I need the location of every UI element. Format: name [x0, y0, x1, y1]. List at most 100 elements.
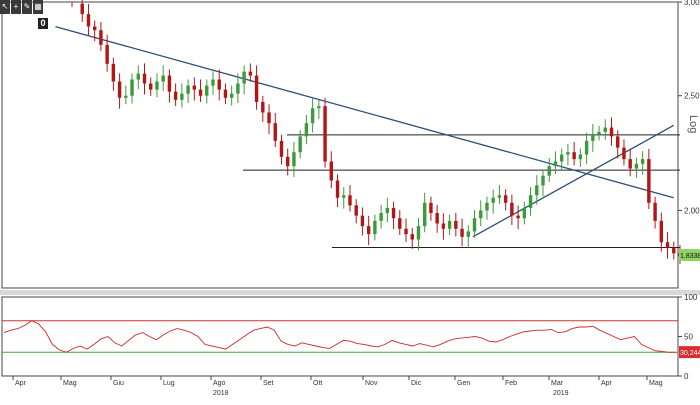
last-price-label: 1,8338	[680, 253, 700, 260]
candle-body	[111, 63, 116, 82]
toolbar: ↖ + ✎ ▦	[0, 0, 43, 16]
candle-body	[578, 154, 583, 160]
candle-body	[254, 75, 259, 102]
candle-body	[653, 202, 657, 221]
x-month-label: Mar	[551, 380, 564, 387]
trendline-downtrend	[55, 25, 674, 199]
cursor-icon[interactable]: ↖	[0, 0, 10, 14]
candle-body	[460, 228, 464, 237]
candle-body	[292, 152, 296, 167]
crosshair-icon[interactable]: +	[11, 0, 21, 14]
grid-icon[interactable]: ▦	[33, 0, 43, 14]
candle-body	[298, 136, 302, 153]
x-month-label: Mag	[63, 380, 77, 387]
osc-tick-label: 0	[684, 372, 689, 381]
trendline-uptrend	[472, 124, 674, 238]
osc-tick-label: 50	[684, 333, 693, 342]
candle-body	[180, 93, 184, 100]
candle-body	[591, 134, 595, 141]
candle-body	[366, 226, 371, 235]
candle-body	[410, 234, 414, 240]
x-month-label: Apr	[15, 380, 27, 387]
x-month-label: Set	[263, 380, 274, 387]
candle-body	[373, 220, 377, 235]
x-month-label: Gen	[457, 380, 470, 387]
candle-body	[584, 140, 589, 155]
x-month-label: Ott	[313, 380, 322, 387]
candle-body	[404, 228, 408, 235]
x-month-label: Mag	[649, 380, 663, 387]
candle-body	[454, 220, 458, 229]
candle-body	[553, 161, 558, 167]
candle-body	[522, 207, 527, 219]
oscillator-line	[3, 320, 676, 353]
candle-body	[211, 79, 215, 86]
candle-body	[628, 159, 632, 169]
x-month-label: Giu	[113, 380, 124, 387]
last-price-tag	[679, 249, 700, 262]
candle-body	[348, 195, 352, 206]
x-month-label: Lug	[163, 380, 175, 387]
x-month-label: Dic	[411, 380, 422, 387]
candle-body	[105, 44, 109, 64]
candle-body	[416, 226, 421, 240]
candle-body	[205, 85, 209, 96]
candle-body	[173, 91, 178, 100]
osc-last-value-tag	[679, 346, 700, 359]
candle-body	[117, 81, 122, 98]
candle-body	[304, 123, 309, 137]
pencil-icon[interactable]: ✎	[22, 0, 32, 14]
y-tick-label: 2,00	[684, 206, 700, 215]
candle-body	[186, 85, 190, 94]
candle-body	[142, 73, 147, 84]
candle-body	[497, 195, 502, 198]
candle-body	[616, 136, 620, 148]
candle-body	[622, 147, 626, 160]
candle-body	[99, 30, 103, 45]
candle-body	[335, 180, 340, 198]
candle-body	[647, 159, 651, 203]
candle-body	[535, 185, 539, 196]
candle-body	[429, 202, 433, 214]
candle-body	[273, 123, 277, 141]
candle-body	[360, 215, 365, 227]
candle-body	[379, 213, 383, 221]
candle-body	[491, 197, 495, 203]
candle-body	[672, 247, 676, 254]
x-year-label: 2019	[553, 390, 569, 397]
candle-body	[665, 242, 670, 248]
candle-body	[285, 156, 290, 167]
candle-body	[516, 215, 520, 219]
candle-body	[342, 195, 346, 198]
candle-body	[441, 223, 446, 229]
osc-last-value-label: 30,2448	[680, 350, 700, 357]
candle-body	[248, 71, 253, 76]
candle-body	[385, 207, 390, 214]
candle-body	[242, 71, 246, 84]
candle-body	[124, 95, 128, 98]
candle-body	[192, 85, 197, 90]
y-tick-label: 2,50	[684, 92, 700, 101]
panel-splitter	[0, 290, 700, 295]
candle-body	[572, 152, 576, 160]
candle-body	[485, 202, 489, 211]
candle-body	[422, 202, 427, 227]
y-tick-label: 3,00	[684, 0, 700, 7]
candle-body	[528, 195, 533, 208]
x-month-label: Apr	[601, 380, 613, 387]
candle-body	[236, 83, 240, 94]
candle-body	[609, 127, 614, 137]
x-month-label: Ago	[213, 380, 226, 387]
candle-body	[310, 108, 315, 124]
candle-body	[80, 3, 84, 15]
candle-body	[279, 140, 284, 157]
x-month-label: Nov	[365, 380, 378, 387]
candle-body	[559, 154, 564, 162]
candle-body	[566, 152, 570, 155]
candle-body	[603, 127, 607, 132]
main-panel-frame	[1, 1, 679, 289]
candle-body	[217, 79, 221, 90]
candle-body	[261, 101, 265, 113]
candle-body	[130, 79, 134, 96]
